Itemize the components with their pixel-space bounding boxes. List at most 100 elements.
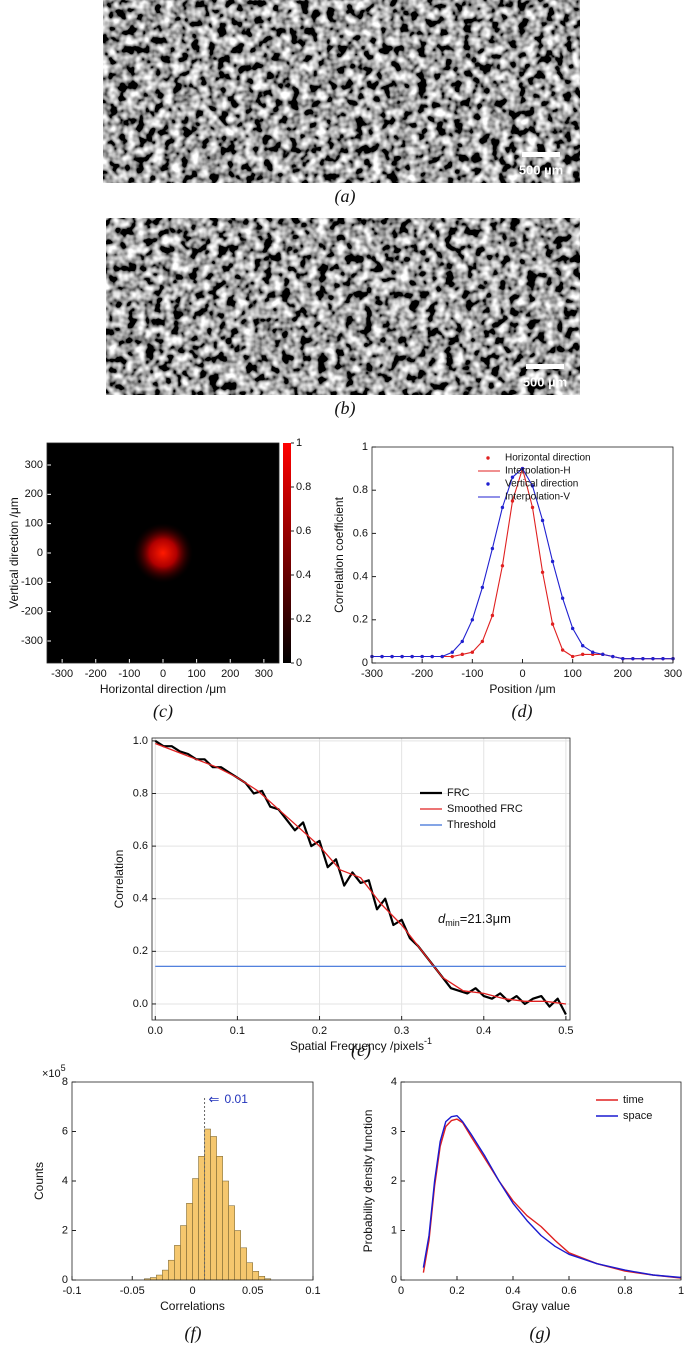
annotation-sub: min <box>445 918 460 928</box>
colorbar-tick-label: 0.4 <box>296 569 311 581</box>
plot-frame <box>46 442 280 664</box>
y-tick-label: 3 <box>391 1125 397 1137</box>
data-line <box>154 739 567 1016</box>
y-tick-label: 0 <box>62 1274 68 1286</box>
scale-bar <box>522 152 560 157</box>
y-tick-label: -300 <box>21 635 43 647</box>
x-tick-label: 0.2 <box>312 1025 327 1037</box>
y-tick-label: 0.0 <box>133 998 148 1010</box>
legend-label: Threshold <box>447 819 496 831</box>
bar <box>234 1230 241 1281</box>
colorbar-tick-label: 0.2 <box>296 613 311 625</box>
bar <box>228 1205 235 1281</box>
y-tick-label: 6 <box>62 1125 68 1137</box>
y-tick-label: 2 <box>62 1224 68 1236</box>
y-axis-label: Correlation <box>112 850 126 909</box>
x-tick-label: 100 <box>187 668 205 680</box>
legend-label: time <box>623 1094 644 1106</box>
y-tick-label: 0.8 <box>133 787 148 799</box>
y-tick-label: 2 <box>391 1175 397 1187</box>
data-line <box>372 468 673 660</box>
x-axis-label-text: Position /μm <box>489 682 555 696</box>
x-tick-label: -200 <box>85 668 107 680</box>
x-axis-label: Position /μm <box>489 682 555 696</box>
legend-label: Smoothed FRC <box>447 803 523 815</box>
y-tick-label: 0.2 <box>353 614 368 626</box>
y-multiplier: ×105 <box>42 1063 66 1080</box>
data-line <box>422 1115 682 1279</box>
caption: (g) <box>530 1323 551 1344</box>
y-tick-label: 1 <box>362 441 368 453</box>
y-tick-label: 4 <box>391 1076 397 1088</box>
legend-marker <box>486 482 490 486</box>
speckle-texture <box>106 218 580 395</box>
bar <box>186 1203 193 1281</box>
bar <box>180 1225 187 1281</box>
x-tick-label: 200 <box>221 668 239 680</box>
data-line <box>155 742 566 1005</box>
y-tick-label: 0 <box>391 1274 397 1286</box>
y-tick-label: 8 <box>62 1076 68 1088</box>
x-axis-label-sup: -1 <box>424 1036 432 1046</box>
y-tick-label: 0.4 <box>133 893 148 905</box>
plot-frame <box>400 1081 682 1281</box>
bar <box>210 1136 217 1281</box>
x-tick-label: 0 <box>398 1285 404 1297</box>
x-tick-label: 0.05 <box>242 1285 263 1297</box>
y-tick-label: 100 <box>25 518 43 530</box>
annotation-d: d <box>438 911 446 926</box>
y-axis-label: Correlation coefficient <box>332 496 346 613</box>
y-tick-label: 1.0 <box>133 735 148 747</box>
legend-label: space <box>623 1110 652 1122</box>
legend-label: Interpolation-V <box>505 492 570 503</box>
data-line <box>422 1118 682 1279</box>
x-tick-label: -200 <box>411 668 433 680</box>
x-axis-label: Correlations <box>160 1299 225 1313</box>
bar <box>192 1178 199 1281</box>
x-tick-label: -0.1 <box>63 1285 82 1297</box>
y-multiplier-base: ×10 <box>42 1068 61 1080</box>
heatmap-peak <box>133 523 193 583</box>
bar <box>162 1269 169 1281</box>
x-tick-label: 0.1 <box>230 1025 245 1037</box>
bar <box>246 1262 254 1281</box>
caption: (a) <box>335 186 356 207</box>
x-tick-label: -300 <box>361 668 383 680</box>
y-tick-label: 0.8 <box>353 484 368 496</box>
y-tick-label: 1 <box>391 1224 397 1236</box>
x-tick-label: 300 <box>664 668 682 680</box>
y-tick-label: 0 <box>362 657 368 669</box>
x-tick-label: 200 <box>614 668 632 680</box>
colorbar-tick-label: 1 <box>296 437 302 449</box>
x-axis-label: Horizontal direction /μm <box>100 682 226 696</box>
x-tick-label: 0.4 <box>505 1285 520 1297</box>
legend-label: Vertical direction <box>505 479 578 490</box>
x-axis-label-text: Horizontal direction /μm <box>100 682 226 696</box>
x-tick-label: -0.05 <box>120 1285 145 1297</box>
y-tick-label: -200 <box>21 606 43 618</box>
x-axis-label-text: Spatial Frequency /pixels <box>290 1039 424 1053</box>
y-tick-label: 0.6 <box>353 527 368 539</box>
scale-bar-label: 500 µm <box>523 374 567 389</box>
annotation-arrow: ⇐ <box>209 1091 220 1106</box>
y-tick-label: 300 <box>25 459 43 471</box>
x-tick-label: 0.3 <box>394 1025 409 1037</box>
x-axis-label-text: Gray value <box>512 1299 570 1313</box>
plot-frame <box>371 446 674 664</box>
caption: (e) <box>351 1040 371 1061</box>
y-tick-label: -100 <box>21 576 43 588</box>
caption: (b) <box>335 398 356 419</box>
colorbar-tick-label: 0 <box>296 657 302 669</box>
legend-label: FRC <box>447 787 470 799</box>
plot-frame <box>71 1081 314 1281</box>
x-tick-label: 0.1 <box>305 1285 320 1297</box>
y-tick-label: 0.6 <box>133 840 148 852</box>
x-tick-label: -100 <box>461 668 483 680</box>
annotation-label: 0.01 <box>225 1092 249 1106</box>
scale-bar-label: 500 µm <box>519 162 563 177</box>
x-tick-label: 0 <box>519 668 525 680</box>
y-tick-label: 200 <box>25 488 43 500</box>
bar <box>168 1259 175 1281</box>
x-tick-label: -300 <box>51 668 73 680</box>
